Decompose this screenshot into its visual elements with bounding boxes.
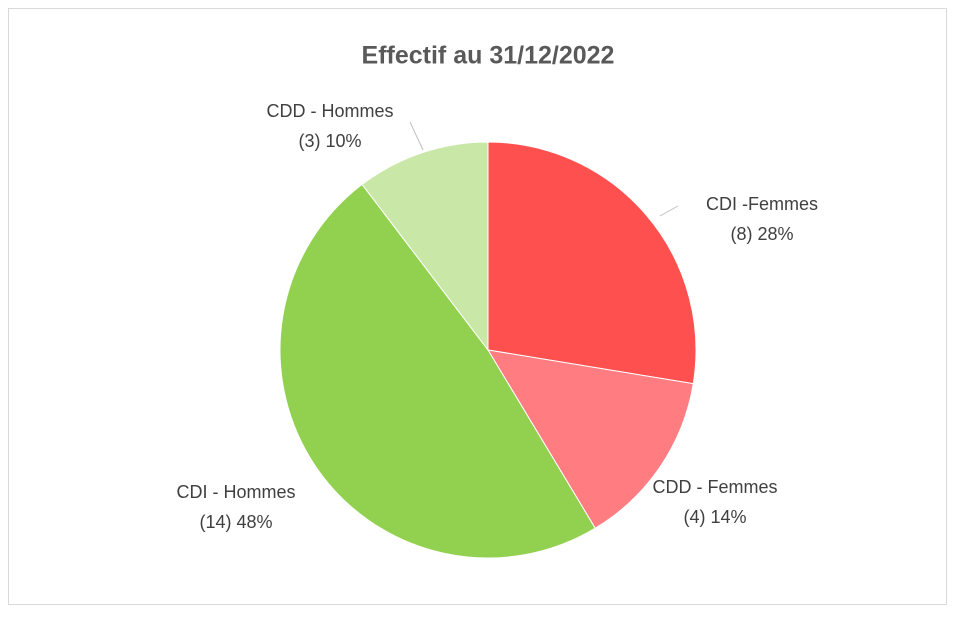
pie-slice [279, 183, 596, 559]
chart-title: Effectif au 31/12/2022 [362, 42, 615, 70]
pie-slice [361, 141, 489, 352]
pie-slice [487, 141, 697, 385]
slice-value-label: (14) 48% [199, 512, 272, 532]
slice-value-label: (4) 14% [683, 507, 746, 527]
slice-value-label: (3) 10% [298, 131, 361, 151]
pie-slice [487, 349, 694, 529]
slice-label: CDI -Femmes [706, 194, 818, 214]
slice-label: CDD - Hommes [266, 101, 393, 121]
leader-line [659, 205, 679, 217]
slice-label: CDD - Femmes [653, 477, 778, 497]
slice-label: CDI - Hommes [176, 482, 295, 502]
leader-line [409, 121, 424, 151]
slice-value-label: (8) 28% [730, 224, 793, 244]
